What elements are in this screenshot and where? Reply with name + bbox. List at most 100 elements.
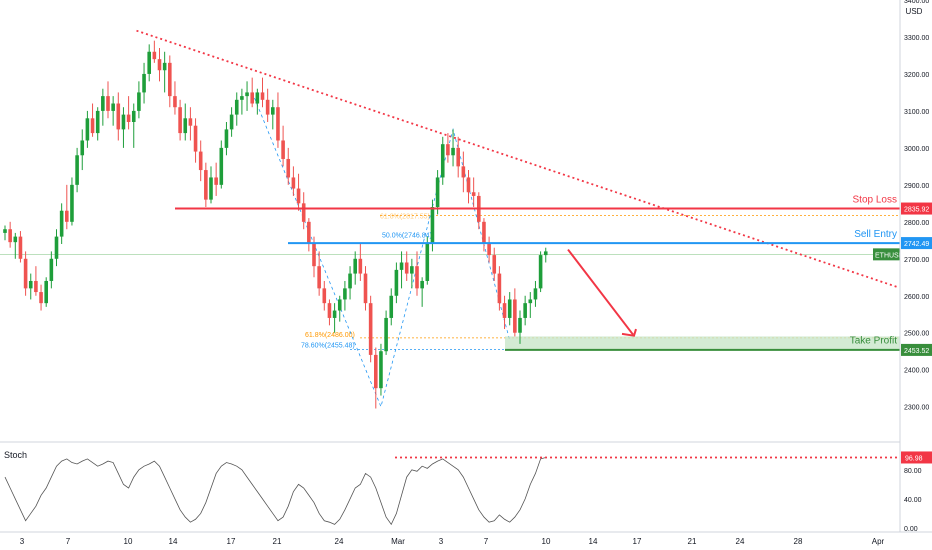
y-tick-label: 2400.00 <box>904 368 929 375</box>
candle-body <box>13 236 18 243</box>
candle-body <box>368 303 373 355</box>
candle-body <box>513 299 517 333</box>
candle-body <box>301 203 306 222</box>
candle-body <box>147 51 151 74</box>
projection-arrowhead <box>621 328 637 337</box>
candle-body <box>131 110 136 122</box>
candle-body <box>502 303 507 318</box>
candle-body <box>260 92 265 100</box>
candle-body <box>507 299 512 318</box>
descending-trendline <box>136 29 899 289</box>
x-tick-label: 17 <box>227 537 236 546</box>
candle-body <box>358 258 363 274</box>
stochastic-pane: 80.00 40.00 0.00 96.98 <box>4 451 932 533</box>
candle-body <box>533 288 538 300</box>
y-tick-label: 3000.00 <box>904 146 929 153</box>
y-tick-label: 3100.00 <box>904 109 929 116</box>
annotation-layer: 50.0%(2746.84) 61.8%(2817.55) 61.8%(2486.0… <box>136 29 900 408</box>
candle-body <box>374 354 378 389</box>
x-tick-label: 24 <box>736 537 745 546</box>
currency-label: USD <box>906 7 923 16</box>
candle-body <box>312 244 316 267</box>
y-tick-label: 3400.00 <box>904 0 929 5</box>
y-tick-label: 2300.00 <box>904 405 929 412</box>
candle-body <box>142 73 146 93</box>
zigzag-pattern <box>251 92 511 408</box>
y-tick-label: 2600.00 <box>904 294 929 301</box>
y-tick-label: 2900.00 <box>904 183 929 190</box>
x-tick-label: 14 <box>169 537 178 546</box>
candle-body <box>255 92 260 104</box>
candle-body <box>291 177 296 189</box>
candle-body <box>178 107 182 134</box>
candle-body <box>420 280 424 289</box>
projection-arrow <box>567 248 634 336</box>
stoch-y-tick: 0.00 <box>904 526 918 533</box>
candle-body <box>363 273 368 304</box>
candle-body <box>3 229 7 233</box>
candle-body <box>54 236 59 259</box>
candle-body <box>327 303 332 318</box>
candle-body <box>271 107 275 115</box>
candle-body <box>389 295 394 318</box>
stop-loss-price-tag <box>901 202 932 215</box>
candle-body <box>425 244 430 281</box>
candle-body <box>435 177 440 208</box>
x-tick-label: 10 <box>124 537 133 546</box>
candle-body <box>543 251 548 256</box>
candle-body <box>49 258 54 281</box>
x-tick-label: 7 <box>484 537 489 546</box>
candle-body <box>492 255 497 274</box>
sell-entry-label: Sell Entry <box>854 229 897 240</box>
candle-body <box>482 221 486 244</box>
candle-body <box>399 262 404 270</box>
candle-body <box>332 310 337 318</box>
stoch-value: 96.98 <box>905 455 923 462</box>
candle-body <box>162 62 167 71</box>
candle-body <box>497 273 502 304</box>
candle-body <box>518 317 522 333</box>
x-tick-label: 14 <box>589 537 598 546</box>
x-tick-label: 21 <box>688 537 697 546</box>
fib-786-label: 78.60%(2455.48) <box>301 342 355 349</box>
candle-body <box>111 103 115 111</box>
candle-body <box>471 192 476 196</box>
candle-body <box>466 177 471 193</box>
x-tick-label: Apr <box>872 537 885 546</box>
candle-body <box>404 262 409 274</box>
take-profit-price: 2453.52 <box>904 348 929 355</box>
candle-body <box>337 299 342 311</box>
candle-body <box>234 99 239 115</box>
candle-body <box>307 221 311 244</box>
candle-body <box>121 114 126 130</box>
y-tick-label: 2800.00 <box>904 220 929 227</box>
candle-body <box>446 144 450 156</box>
symbol-tag <box>873 248 900 261</box>
candle-body <box>317 266 321 289</box>
candle-body <box>394 269 399 296</box>
stop-loss-label: Stop Loss <box>853 195 897 206</box>
candle-body <box>219 147 224 185</box>
candle-body <box>250 92 254 104</box>
candle-body <box>23 258 28 289</box>
x-tick-label: 24 <box>335 537 344 546</box>
fib-50-label: 50.0%(2746.84) <box>382 232 432 239</box>
candle-body <box>173 96 177 108</box>
candle-body <box>198 151 203 171</box>
candle-body <box>85 118 90 141</box>
candle-body <box>281 140 285 159</box>
candle-body <box>18 236 23 259</box>
take-profit-label: Take Profit <box>850 335 897 346</box>
candle-body <box>209 177 213 200</box>
take-profit-price-tag <box>901 343 932 356</box>
y-tick-label: 2500.00 <box>904 331 929 338</box>
candle-layer <box>3 40 548 409</box>
x-tick-label: 28 <box>794 537 803 546</box>
x-tick-label: 7 <box>66 537 71 546</box>
stoch-label: Stoch <box>4 450 27 460</box>
candle-body <box>296 188 301 204</box>
candle-body <box>487 244 491 256</box>
candle-body <box>70 184 74 222</box>
y-tick-label: 3200.00 <box>904 72 929 79</box>
